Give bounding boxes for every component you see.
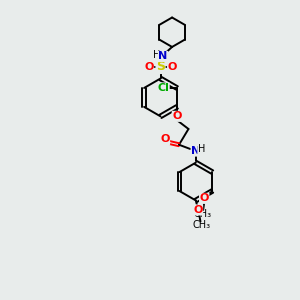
Text: O: O xyxy=(160,134,170,145)
Text: O: O xyxy=(200,194,209,203)
Text: Cl: Cl xyxy=(157,83,169,93)
Text: O: O xyxy=(172,111,182,121)
Text: O: O xyxy=(167,62,177,72)
Text: N: N xyxy=(158,51,168,62)
Text: N: N xyxy=(191,146,200,156)
Text: H: H xyxy=(198,144,205,154)
Text: H: H xyxy=(153,50,160,60)
Text: O: O xyxy=(144,62,154,72)
Text: O: O xyxy=(193,205,203,215)
Text: CH₃: CH₃ xyxy=(192,220,210,230)
Text: CH₃: CH₃ xyxy=(194,208,211,218)
Text: S: S xyxy=(156,60,165,74)
